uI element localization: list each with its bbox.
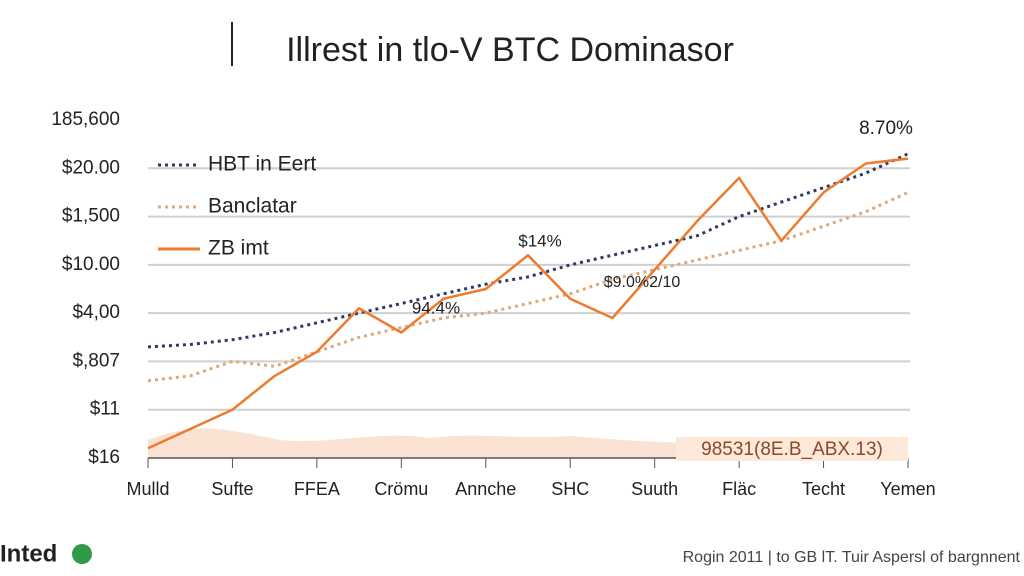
annotation-box [676,437,908,461]
series-line [147,157,909,450]
x-tick-label: Suuth [631,479,678,499]
y-tick-label: $4,00 [72,302,120,323]
legend-label: Banclatar [208,195,297,218]
x-tick-label: SHC [551,479,589,499]
y-tick-label: 185,600 [51,109,120,130]
x-tick-label: Crömu [374,479,428,499]
footer-note: Rogin 2011 | to GB lT. Tuir Aspersl of b… [683,549,1021,566]
x-tick-label: Fläc [722,479,756,499]
series-line [147,191,909,383]
x-tick-label: Sufte [211,479,253,499]
y-tick-label: $10.00 [62,254,120,275]
annotation: $14% [518,231,561,250]
annotation: $9.0%2/10 [604,274,681,291]
y-tick-label: $20.00 [62,157,120,178]
legend-label: HBT in Eert [208,153,316,176]
annotation: 94.4% [412,298,460,317]
annotation: 98531(8E.B_ABX.13) [701,439,883,460]
y-tick-label: $11 [90,399,120,420]
annotation: 8.70% [859,118,913,139]
x-tick-label: Techt [802,479,845,499]
x-tick-label: Yemen [880,479,935,499]
chart-title: Illrest in tlo-V BTC Dominasor [286,31,734,69]
series-line [147,152,909,349]
legend-label: ZB imt [208,237,269,260]
x-tick-label: FFEA [294,479,340,499]
x-tick-label: Annche [455,479,516,499]
y-tick-label: $16 [88,447,120,468]
y-tick-label: $,807 [72,350,120,371]
logo-icon [72,544,92,564]
y-tick-label: $1,500 [62,206,120,227]
x-tick-label: Mulld [126,479,169,499]
footer-logo: Inted [0,540,57,567]
